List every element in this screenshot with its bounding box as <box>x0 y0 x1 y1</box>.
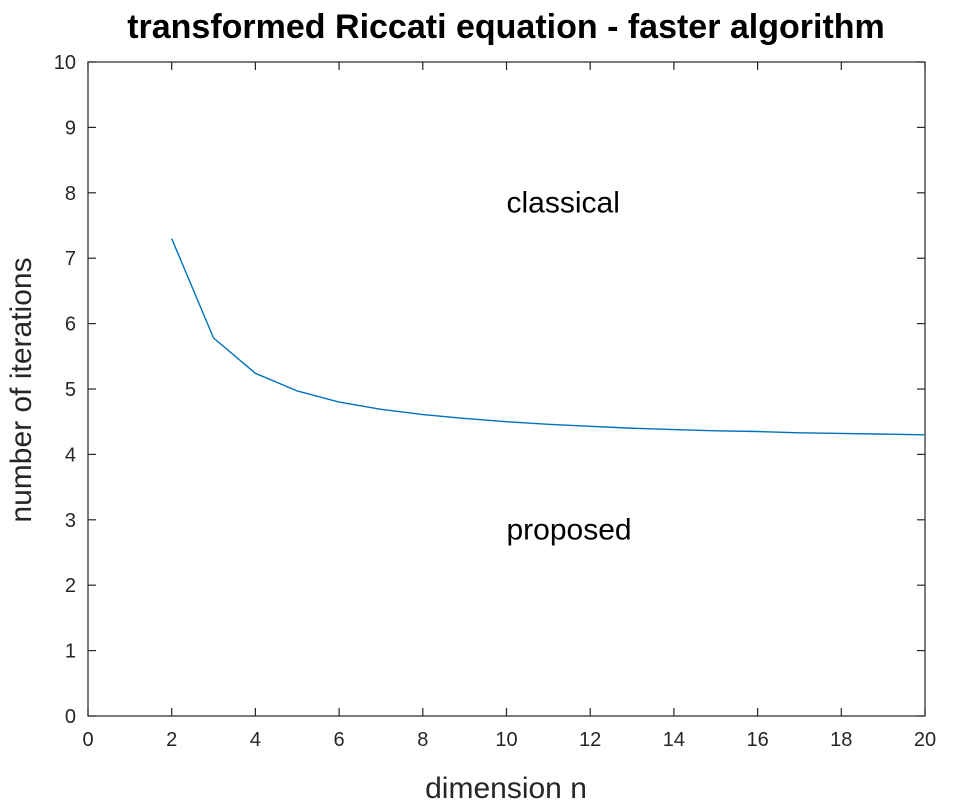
x-tick-label: 8 <box>417 729 428 751</box>
y-tick-label: 0 <box>65 706 76 728</box>
chart-title: transformed Riccati equation - faster al… <box>127 8 885 46</box>
y-tick-label: 5 <box>65 379 76 401</box>
x-tick-label: 18 <box>830 729 852 751</box>
annotation-proposed: proposed <box>507 514 632 547</box>
y-tick-label: 1 <box>65 641 76 663</box>
x-tick-label: 2 <box>166 729 177 751</box>
y-tick-label: 9 <box>65 117 76 139</box>
annotation-layer: classical proposed <box>507 187 632 547</box>
x-tick-label: 10 <box>495 729 517 751</box>
series-line-0 <box>171 238 926 436</box>
plot-area <box>87 61 926 717</box>
x-tick-label: 12 <box>579 729 601 751</box>
y-tick-label: 6 <box>65 314 76 336</box>
y-tick-label: 3 <box>65 510 76 532</box>
y-tick-label: 7 <box>65 248 76 270</box>
y-tick-label: 2 <box>65 575 76 597</box>
x-axis-label: dimension n <box>425 772 587 805</box>
y-tick-label: 4 <box>65 444 76 466</box>
x-tick-label: 16 <box>746 729 768 751</box>
y-tick-label: 10 <box>54 52 76 74</box>
x-tick-label: 4 <box>250 729 261 751</box>
series-layer <box>171 238 926 436</box>
annotation-classical: classical <box>507 187 620 220</box>
y-axis-label: number of iterations <box>5 257 38 522</box>
x-tick-label: 6 <box>334 729 345 751</box>
x-tick-label: 20 <box>914 729 936 751</box>
y-tick-label: 8 <box>65 183 76 205</box>
x-tick-label: 0 <box>82 729 93 751</box>
x-tick-label: 14 <box>663 729 685 751</box>
